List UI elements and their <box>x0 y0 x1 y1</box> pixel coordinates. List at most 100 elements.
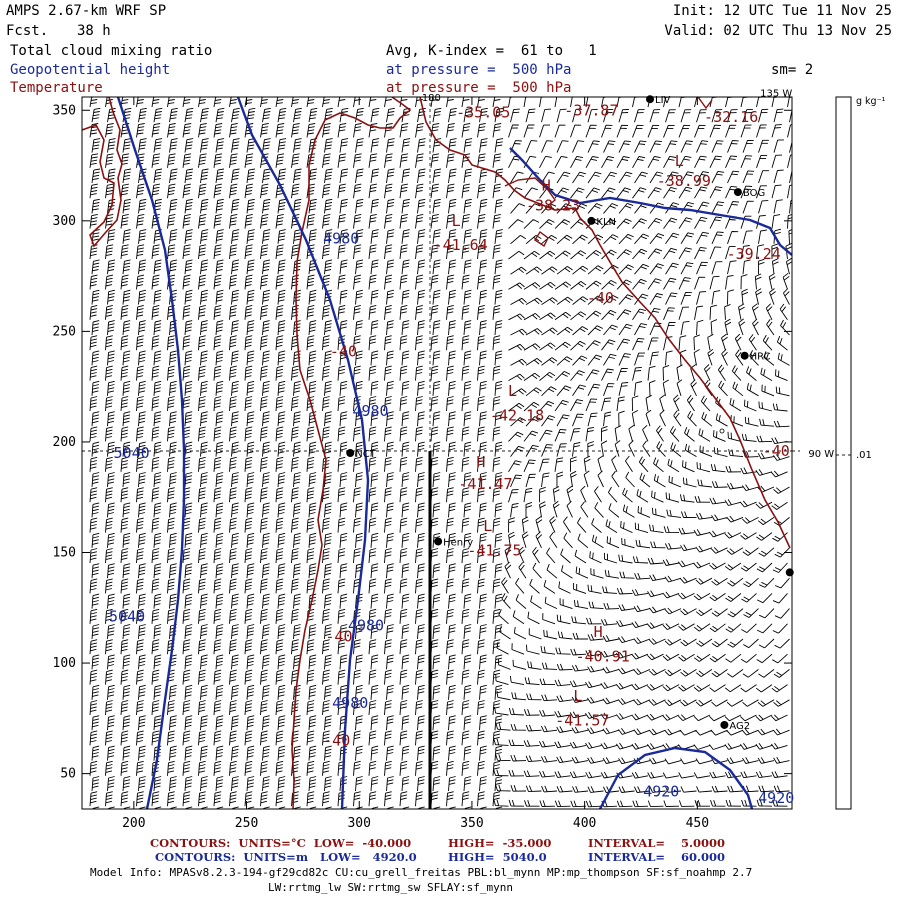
temperature-label: -40 <box>587 289 614 307</box>
model-title: AMPS 2.67-km WRF SP <box>6 3 167 19</box>
colorbar-units: g kg⁻¹ <box>856 96 886 107</box>
x-tick-label: 200 <box>122 816 145 831</box>
forecast-hours: 38 h <box>77 23 111 39</box>
temp-contours-interval: INTERVAL= 5.0000 <box>588 836 726 850</box>
station-label: HRC <box>750 352 771 363</box>
station-marker <box>434 537 443 546</box>
station-label: BOG <box>743 188 765 199</box>
k-index-range: Avg, K-index = 61 to 1 <box>386 43 597 59</box>
temperature-label: L <box>452 212 461 230</box>
model-info-2: LW:rrtmg_lw SW:rrtmg_sw SFLAY:sf_mynn <box>268 881 514 894</box>
temperature-labels: -35.05 -37.87 -32.16 L -38.99 H -38.23 L -41.64 -… <box>323 101 790 749</box>
y-tick-label: 250 <box>53 324 76 339</box>
valid-time: Valid: 02 UTC Thu 13 Nov 25 <box>664 23 892 39</box>
y-tick-label: 150 <box>53 546 76 561</box>
init-time: Init: 12 UTC Tue 11 Nov 25 <box>672 3 892 19</box>
temperature-label: H <box>542 176 551 194</box>
temperature-label: H <box>476 453 485 471</box>
temperature-label: -37.87 <box>564 101 618 119</box>
height-label: 4920 <box>758 789 794 807</box>
height-label: 5040 <box>109 608 145 626</box>
stations: LIV BOG KLN HRC NCT Henry AG2 <box>346 95 794 732</box>
station-label: KLN <box>596 217 616 228</box>
station-label: LIV <box>655 95 671 106</box>
station-marker <box>785 568 794 577</box>
field-temperature-label: Temperature <box>10 80 103 96</box>
height-contours-interval: INTERVAL= 60.000 <box>588 850 726 864</box>
height-contour <box>509 147 792 256</box>
height-contours-info: CONTOURS: UNITS=m LOW= 4920.0 <box>155 850 417 864</box>
station-marker <box>346 449 355 457</box>
height-contours-high: HIGH= 5040.0 <box>448 850 547 864</box>
forecast-label: Fcst. <box>6 23 49 39</box>
temperature-contour <box>419 97 791 549</box>
height-contour <box>236 97 370 809</box>
temp-contours-high: HIGH= -35.000 <box>448 836 552 850</box>
temp-contours-info: CONTOURS: UNITS=°C LOW= -40.000 <box>150 836 412 850</box>
height-labels: 4980 4980 5040 5040 4980 4980 4920 4920 <box>109 230 794 807</box>
temperature-label: -41.75 <box>467 541 521 559</box>
y-tick-label: 350 <box>53 103 76 118</box>
y-tick-label: 100 <box>53 656 76 671</box>
model-info: Model Info: MPASv8.2.3-194-gf29cd82c CU:… <box>90 866 753 879</box>
wind-barbs <box>89 97 792 809</box>
temperature-label: -32.16 <box>704 108 758 126</box>
temperature-label: -41.47 <box>458 475 512 493</box>
temperature-label: -38.23 <box>526 196 580 214</box>
temperature-label: L <box>573 687 582 705</box>
temperature-label: -40 <box>325 628 352 646</box>
axis-tick-labels: 200 250 300 350 400 450 50 100 150 200 250 300 350 <box>53 103 710 831</box>
marker-dot <box>719 428 725 434</box>
temperature-label: -40 <box>323 731 350 749</box>
height-label: 4920 <box>643 782 679 800</box>
station-marker <box>733 188 742 197</box>
height-contour <box>598 746 754 809</box>
temperature-label: -40.91 <box>576 647 630 665</box>
x-tick-label: 400 <box>573 816 596 831</box>
temperature-contour <box>291 97 412 809</box>
axis-ticks <box>82 97 792 809</box>
lon-label: 135 W <box>760 89 792 100</box>
station-marker <box>720 720 729 729</box>
field-height-label: Geopotential height <box>10 62 171 78</box>
colorbar <box>835 96 852 810</box>
temperature-label: -41.64 <box>434 236 488 254</box>
plot-frame <box>81 96 793 810</box>
temperature-label: -38.99 <box>657 172 711 190</box>
lon-label: 90 W <box>808 449 834 460</box>
field-cloud-label: Total cloud mixing ratio <box>10 43 213 59</box>
temperature-label: -40 <box>763 442 790 460</box>
temperature-label: L <box>483 517 492 535</box>
pressure-level-temperature: at pressure = 500 hPa <box>386 80 572 96</box>
temperature-contour <box>82 97 123 248</box>
x-tick-label: 250 <box>235 816 258 831</box>
x-tick-label: 300 <box>347 816 370 831</box>
station-label: Henry <box>443 537 473 548</box>
colorbar-value: .01 <box>856 450 872 461</box>
lon-labels: 180 135 W 90 W <box>422 89 834 460</box>
height-label: 4980 <box>323 230 359 248</box>
temperature-label: L <box>675 152 684 170</box>
height-contour <box>116 97 186 809</box>
temperature-label: -41.57 <box>555 712 609 730</box>
y-tick-label: 50 <box>60 767 76 782</box>
station-marker <box>646 95 654 104</box>
station-label: AG2 <box>729 721 750 732</box>
y-tick-label: 300 <box>53 214 76 229</box>
smoothing-label: sm= 2 <box>771 62 814 78</box>
y-tick-label: 200 <box>53 435 76 450</box>
station-marker <box>740 351 749 360</box>
temperature-label: -42.18 <box>490 406 544 424</box>
temperature-contour <box>504 177 556 207</box>
x-tick-label: 450 <box>686 816 709 831</box>
wind-barb-field <box>89 97 792 809</box>
temperature-label: -40 <box>330 342 357 360</box>
pressure-level-height: at pressure = 500 hPa <box>386 62 572 78</box>
temperature-contour <box>697 97 713 110</box>
temperature-label: H <box>594 623 603 641</box>
height-label: 4980 <box>352 402 388 420</box>
temperature-label: -35.05 <box>456 103 510 121</box>
height-label: 4980 <box>332 694 368 712</box>
temperature-contour <box>534 230 549 248</box>
